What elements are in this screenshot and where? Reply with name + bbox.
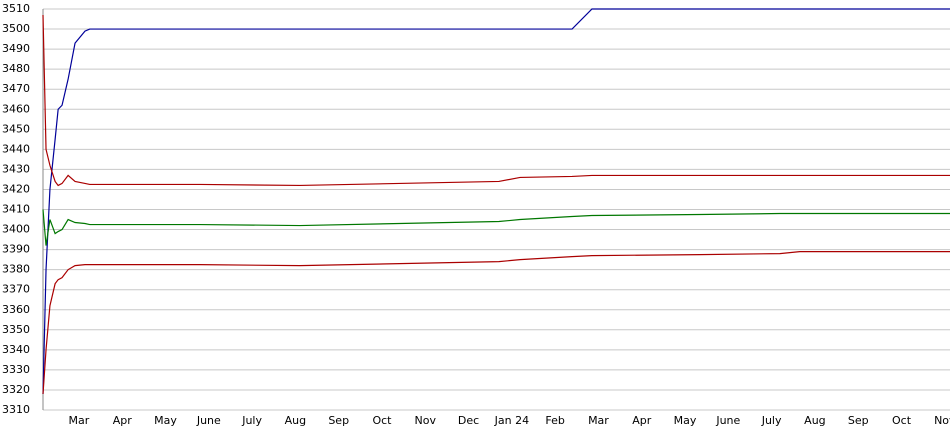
grid bbox=[42, 8, 950, 411]
x-tick-label: June bbox=[196, 414, 221, 427]
y-tick-label: 3440 bbox=[2, 142, 30, 155]
y-tick-label: 3460 bbox=[2, 102, 30, 115]
y-tick-label: 3310 bbox=[2, 403, 30, 416]
y-tick-label: 3420 bbox=[2, 182, 30, 195]
y-tick-label: 3430 bbox=[2, 162, 30, 175]
y-tick-label: 3390 bbox=[2, 243, 30, 256]
data-line bbox=[42, 251, 950, 395]
x-tick-label: Aug bbox=[285, 414, 306, 427]
y-tick-label: 3380 bbox=[2, 263, 30, 276]
x-tick-label: Oct bbox=[372, 414, 392, 427]
x-tick-label: Feb bbox=[545, 414, 564, 427]
x-tick-label: Nov bbox=[415, 414, 437, 427]
plot-area bbox=[42, 8, 950, 395]
x-tick-label: Sep bbox=[848, 414, 869, 427]
x-tick-label: May bbox=[674, 414, 697, 427]
y-tick-label: 3320 bbox=[2, 383, 30, 396]
x-tick-label: July bbox=[761, 414, 782, 427]
x-tick-label: Apr bbox=[632, 414, 652, 427]
x-tick-label: Mar bbox=[588, 414, 609, 427]
y-tick-label: 3370 bbox=[2, 283, 30, 296]
data-line bbox=[42, 14, 950, 187]
tick-labels: 3310 3320 3330 3340 3350 3360 3370 3380 3390 3400… bbox=[2, 2, 950, 427]
x-tick-label: Apr bbox=[113, 414, 133, 427]
x-tick-label: Mar bbox=[69, 414, 90, 427]
x-tick-label: Sep bbox=[328, 414, 349, 427]
x-tick-label: Jan 24 bbox=[494, 414, 529, 427]
x-tick-label: May bbox=[154, 414, 177, 427]
x-tick-label: Oct bbox=[892, 414, 912, 427]
y-tick-label: 3480 bbox=[2, 62, 30, 75]
data-line bbox=[42, 8, 950, 394]
y-tick-label: 3340 bbox=[2, 343, 30, 356]
x-tick-label: June bbox=[715, 414, 740, 427]
y-tick-label: 3350 bbox=[2, 323, 30, 336]
x-tick-label: July bbox=[241, 414, 262, 427]
y-tick-label: 3330 bbox=[2, 363, 30, 376]
y-tick-label: 3500 bbox=[2, 22, 30, 35]
x-tick-label: Dec bbox=[458, 414, 479, 427]
y-tick-label: 3510 bbox=[2, 2, 30, 15]
y-tick-label: 3360 bbox=[2, 303, 30, 316]
y-tick-label: 3470 bbox=[2, 82, 30, 95]
x-tick-label: Aug bbox=[804, 414, 825, 427]
y-tick-label: 3450 bbox=[2, 122, 30, 135]
y-tick-label: 3410 bbox=[2, 203, 30, 216]
y-tick-label: 3490 bbox=[2, 42, 30, 55]
data-line bbox=[42, 209, 950, 246]
x-tick-label: Nov bbox=[934, 414, 950, 427]
y-tick-label: 3400 bbox=[2, 223, 30, 236]
